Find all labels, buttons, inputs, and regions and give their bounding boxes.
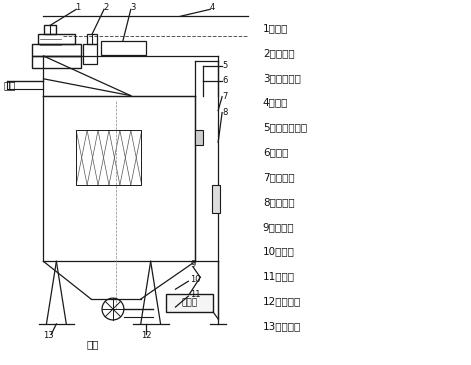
- Text: 6: 6: [222, 76, 227, 85]
- Text: 4、上筱: 4、上筱: [263, 98, 288, 108]
- Text: 8、检修门: 8、检修门: [263, 197, 294, 207]
- Bar: [195, 130, 203, 145]
- Bar: [87, 34, 97, 44]
- Text: 7、净气筱: 7、净气筱: [263, 172, 294, 182]
- Text: 2、控制阀: 2、控制阀: [263, 48, 294, 58]
- Text: 8: 8: [222, 108, 227, 117]
- Bar: [101, 41, 146, 55]
- Text: 7: 7: [222, 92, 227, 101]
- Text: 3: 3: [130, 3, 135, 12]
- Text: 12、卸料器: 12、卸料器: [263, 296, 301, 306]
- Bar: [165, 294, 213, 312]
- Text: 10: 10: [190, 275, 201, 284]
- Text: 11、支腿: 11、支腿: [263, 271, 295, 281]
- Text: 5: 5: [222, 61, 227, 70]
- Text: 1、风机: 1、风机: [263, 23, 288, 33]
- Text: 9、控制仪: 9、控制仪: [263, 222, 294, 232]
- Bar: [32, 56, 81, 68]
- Text: 进风: 进风: [4, 80, 16, 90]
- Bar: [212, 185, 220, 213]
- Text: 2: 2: [103, 3, 108, 12]
- Text: 5、滤袋及笼骨: 5、滤袋及笼骨: [263, 123, 307, 132]
- Bar: [76, 130, 141, 185]
- Text: 6、花板: 6、花板: [263, 147, 288, 157]
- Bar: [38, 34, 75, 44]
- Text: 13: 13: [43, 331, 54, 340]
- Text: 10、灰斗: 10、灰斗: [263, 246, 295, 257]
- Text: 4: 4: [209, 3, 214, 12]
- Bar: [83, 44, 97, 64]
- Text: 3、低压气包: 3、低压气包: [263, 73, 300, 83]
- Text: 卸灰: 卸灰: [86, 339, 98, 349]
- Text: 12: 12: [141, 331, 151, 340]
- Text: 13、检查孔: 13、检查孔: [263, 321, 301, 331]
- Bar: [32, 44, 81, 56]
- Bar: [44, 25, 57, 34]
- Text: 1: 1: [75, 3, 81, 12]
- Text: 控制仪: 控制仪: [181, 299, 197, 308]
- Text: 11: 11: [190, 290, 201, 299]
- Text: 9: 9: [190, 260, 195, 269]
